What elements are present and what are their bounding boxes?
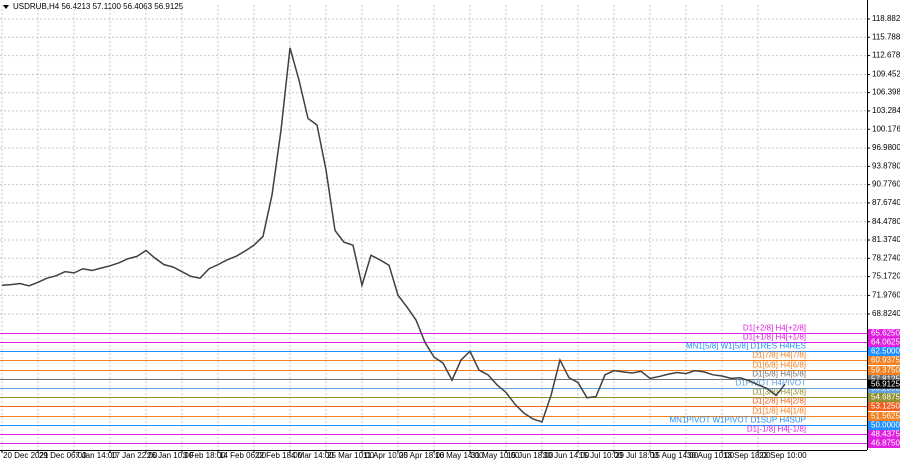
y-tick-label: 75.1720 [872,272,900,281]
y-tick-label: 115.7880 [872,32,900,41]
level-label: D1[1/8] H4[1/8] [752,407,806,416]
level-label: D1[-1/8] H4[-1/8] [747,425,806,434]
x-tick-label: 4 Mar 14:00 [291,451,334,460]
y-tick-label: 112.6780 [872,51,900,60]
price-tag [868,402,900,411]
level-label: D1[7/8] H4[7/8] [752,351,806,360]
y-tick-label: 84.4780 [872,217,900,226]
price-tag-label: 53.1250 [871,402,900,411]
x-tick-label: 26 Jan 10:00 [147,451,194,460]
x-tick-label: 3 Feb 18:00 [183,451,226,460]
price-tag [868,430,900,439]
price-tag [868,329,900,338]
x-tick-label: 17 Jan 22:00 [111,451,158,460]
x-tick-label: 31 May 10:00 [471,451,520,460]
y-tick-label: 78.2740 [872,253,900,262]
x-tick-label: 13 Sep 18:00 [723,451,771,460]
y-tick-label: 93.8780 [872,161,900,170]
x-tick-label: 15 Jul 10:00 [579,451,623,460]
price-tag-label: 50.0000 [871,421,900,430]
price-tag [868,412,900,421]
x-tick-label: 23 Sep 10:00 [759,451,807,460]
x-tick-label: 22 Feb 18:00 [255,451,303,460]
x-tick-label: 29 Dec 06:00 [39,451,87,460]
x-tick-label: 29 Jul 18:00 [615,451,659,460]
x-tick-label: 20 Dec 2021 [3,451,49,460]
x-tick-label: 14 Feb 06:00 [219,451,267,460]
price-tag [868,347,900,356]
price-tag [868,393,900,402]
price-tag-label: 64.0625 [871,338,900,347]
price-tag-label: 48.4375 [871,430,900,439]
y-tick-label: 106.3980 [872,88,900,97]
x-tick-label: 7 Jan 14:00 [75,451,117,460]
level-label: D1[+1/8] H4[+1/8] [743,333,806,342]
level-label: D1[5/8] H4[5/8] [752,370,806,379]
level-label: D1PIVOT H4PIVOT [735,379,806,388]
y-tick-label: 87.6740 [872,198,900,207]
x-tick-label: 15 Aug 14:00 [651,451,699,460]
price-tag-label: 59.3750 [871,366,900,375]
price-tag-label: 57.8125 [871,375,900,384]
price-tag [868,375,900,384]
chart-title: USDRUB,H4 56.4213 57.1100 56.4063 56.912… [13,2,184,11]
level-label: D1[+2/8] H4[+2/8] [743,324,806,333]
price-tag-label: 54.6875 [871,393,900,402]
current-price-tag [868,379,900,389]
price-tag [868,338,900,347]
x-tick-label: 25 Mar 10:00 [327,451,375,460]
x-tick-label: 15 Jun 18:00 [507,451,554,460]
price-tag-label: 46.8750 [871,439,900,448]
price-tag-label: 51.5625 [871,412,900,421]
collapse-icon[interactable] [3,5,9,9]
price-tag [868,366,900,375]
level-label: MN1PIVOT W1PIVOT D1SUP H4SUP [670,416,806,425]
level-label: MN1[5/8] W1[5/8] D1RES H4RES [686,342,806,351]
y-tick-label: 100.1760 [872,124,900,133]
x-tick-label: 11 Apr 10:00 [363,451,408,460]
price-tag-label: 60.9375 [871,356,900,365]
price-line [1,47,786,423]
x-tick-label: 30 Aug 10:00 [687,451,735,460]
current-price-label: 56.9125 [871,379,900,388]
price-tag [868,356,900,365]
level-label: D1[2/8] H4[2/8] [752,397,806,406]
level-label: D1[6/8] H4[6/8] [752,361,806,370]
y-tick-label: 96.9800 [872,143,900,152]
price-tag [868,439,900,448]
y-tick-label: 68.8240 [872,309,900,318]
price-tag-label: 62.5000 [871,347,900,356]
y-tick-label: 81.3740 [872,235,900,244]
y-tick-label: 109.4520 [872,70,900,79]
price-tag-label: 65.6250 [871,329,900,338]
x-tick-label: 16 May 14:00 [435,451,484,460]
x-tick-label: 30 Jun 14:00 [543,451,590,460]
y-tick-label: 103.2840 [872,106,900,115]
price-tag [868,421,900,430]
y-tick-label: 118.8820 [872,14,900,23]
y-tick-label: 90.7760 [872,180,900,189]
y-tick-label: 71.9760 [872,291,900,300]
x-tick-label: 25 Apr 18:00 [399,451,445,460]
